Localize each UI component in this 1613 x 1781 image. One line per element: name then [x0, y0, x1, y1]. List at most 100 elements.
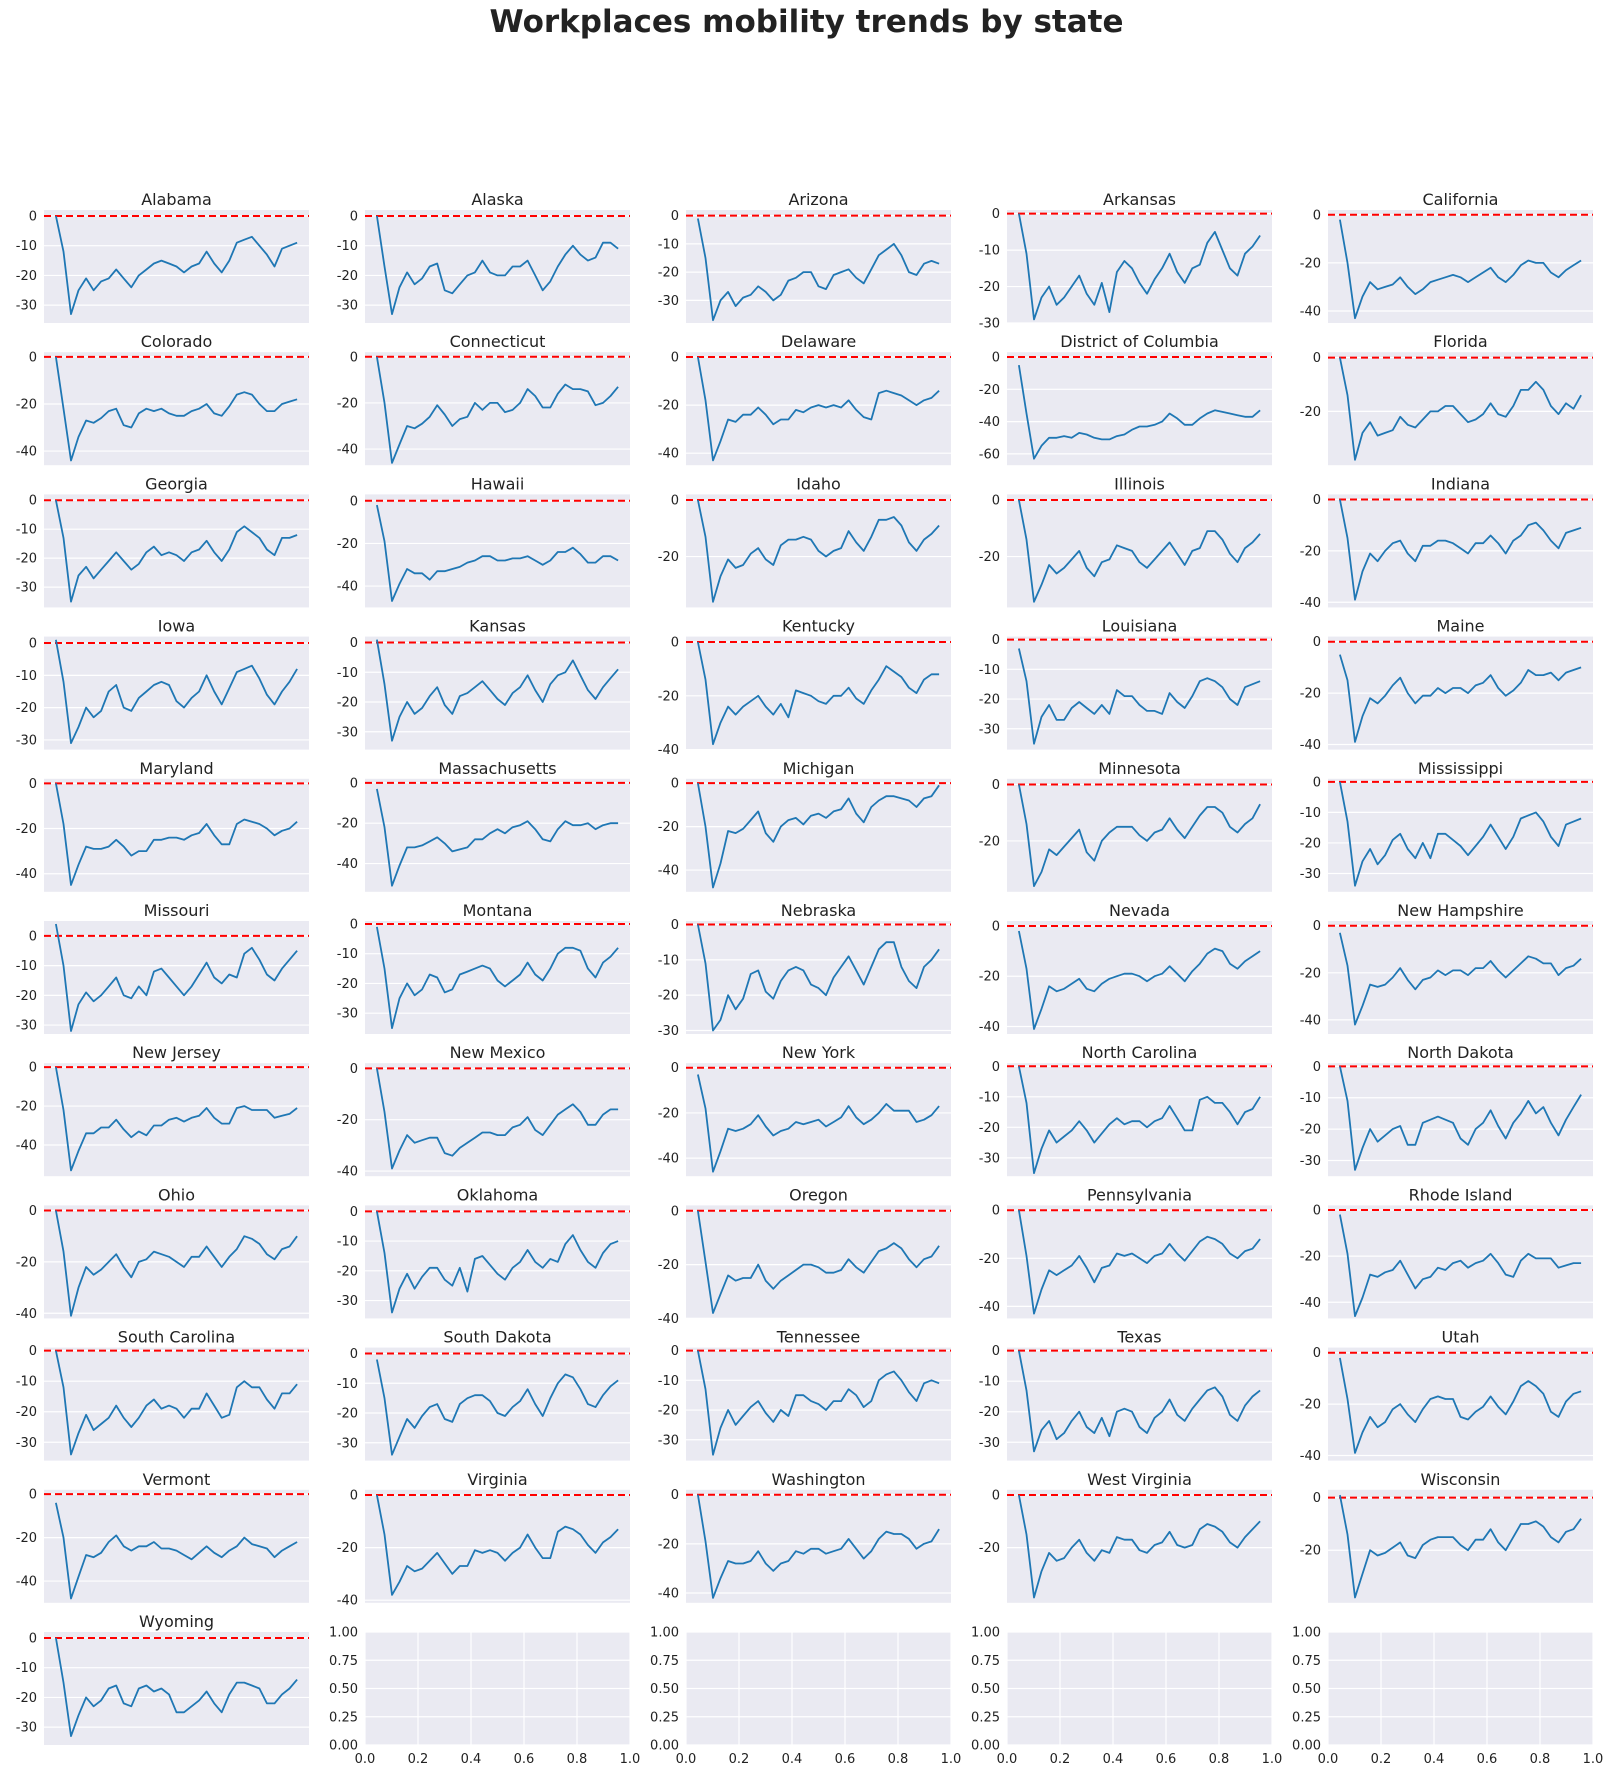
series-line — [1018, 364, 1261, 460]
y-tick-label: -40 — [658, 1586, 679, 1601]
y-tick-label: -10 — [337, 1235, 358, 1250]
panel-rhode-island: 0 -20 -40 Rhode Island — [1300, 1185, 1593, 1319]
panel-title: Utah — [1442, 1328, 1480, 1347]
y-tick-label: -30 — [16, 581, 37, 596]
panel-title: Alaska — [471, 190, 523, 209]
panel-nebraska: 0 -10 -20 -30 Nebraska — [658, 901, 951, 1039]
y-tick-label: 0 — [992, 1489, 1000, 1504]
y-tick-label: -40 — [1300, 596, 1321, 611]
y-tick-label: 0 — [671, 1061, 679, 1076]
panel-oregon: 0 -20 -40 Oregon — [658, 1185, 951, 1327]
y-tick-label: 0 — [29, 929, 37, 944]
y-tick-label: -30 — [16, 1436, 37, 1451]
panel-background — [1007, 494, 1272, 608]
y-tick-label: 0 — [671, 635, 679, 650]
panel-background — [1007, 1205, 1272, 1319]
y-tick-label: 0 — [350, 917, 358, 932]
panel-alabama: 0 -10 -20 -30 Alabama — [16, 190, 309, 323]
y-tick-label: 0 — [29, 1488, 37, 1503]
y-tick-label: -10 — [16, 1661, 37, 1676]
x-tick-label: 1.0 — [941, 1752, 962, 1767]
series-line — [376, 356, 619, 464]
series-line — [1018, 1066, 1261, 1174]
y-tick-label: 1.00 — [650, 1626, 679, 1641]
y-tick-label: -20 — [16, 269, 37, 284]
panel-background — [365, 210, 630, 323]
y-tick-label: 0.00 — [650, 1739, 679, 1754]
y-tick-label: -20 — [16, 552, 37, 567]
series-line — [376, 215, 619, 316]
y-tick-label: -20 — [658, 399, 679, 414]
y-tick-label: -20 — [16, 1531, 37, 1546]
x-tick-label: 0.8 — [888, 1752, 909, 1767]
panel-background — [1328, 921, 1593, 1034]
y-tick-label: -20 — [1300, 1544, 1321, 1559]
y-tick-label: -30 — [16, 1721, 37, 1736]
panel-idaho: 0 -20 Idaho — [658, 474, 951, 608]
y-tick-label: -20 — [1300, 1123, 1321, 1138]
panel-title: Connecticut — [450, 332, 546, 351]
y-tick-label: -20 — [1300, 966, 1321, 981]
x-tick-label: 0.2 — [1050, 1752, 1071, 1767]
series-line — [1018, 1210, 1261, 1315]
y-tick-label: -40 — [337, 1594, 358, 1609]
y-tick-label: -10 — [16, 1375, 37, 1390]
panel-background — [44, 352, 309, 466]
y-tick-label: -20 — [979, 383, 1000, 398]
empty-panel: 0.0 0.2 0.4 0.6 0.8 1.0 0.00 0.25 0.50 0.75 1.00 — [329, 1626, 640, 1768]
x-tick-label: 1.0 — [1583, 1752, 1604, 1767]
y-tick-label: 0 — [350, 494, 358, 509]
y-tick-label: -20 — [16, 1100, 37, 1115]
panel-background — [365, 636, 630, 750]
y-tick-label: -10 — [979, 663, 1000, 678]
y-tick-label: -20 — [979, 1541, 1000, 1556]
y-tick-label: -40 — [1300, 304, 1321, 319]
x-tick-label: 0.2 — [1371, 1752, 1392, 1767]
panel-background — [686, 1489, 951, 1603]
panel-background — [365, 921, 630, 1034]
y-tick-label: 0 — [992, 1344, 1000, 1359]
x-tick-label: 0.4 — [1424, 1752, 1445, 1767]
y-tick-label: 0 — [1313, 493, 1321, 508]
panel-title: Alabama — [141, 190, 212, 209]
series-line — [376, 1359, 619, 1456]
empty-panel: 0.0 0.2 0.4 0.6 0.8 1.0 0.00 0.25 0.50 0.75 1.00 — [971, 1626, 1282, 1768]
y-tick-label: 0.50 — [1292, 1682, 1321, 1697]
y-tick-label: 0 — [29, 209, 37, 224]
y-tick-label: -40 — [16, 445, 37, 460]
y-tick-label: -20 — [337, 696, 358, 711]
series-line — [697, 218, 940, 322]
series-line — [55, 215, 298, 316]
panel-background — [365, 1205, 630, 1319]
panel-louisiana: 0 -10 -20 -30 Louisiana — [979, 617, 1272, 750]
panel-background — [1328, 210, 1593, 323]
panel-missouri: 0 -10 -20 -30 Missouri — [16, 901, 309, 1034]
y-tick-label: 1.00 — [971, 1626, 1000, 1641]
panel-title: Oklahoma — [457, 1185, 538, 1204]
y-tick-label: -10 — [658, 953, 679, 968]
y-tick-label: -20 — [979, 280, 1000, 295]
panel-title: Kentucky — [782, 617, 855, 636]
y-tick-label: 0 — [992, 1204, 1000, 1219]
series-line — [55, 1637, 298, 1737]
panel-background — [365, 494, 630, 608]
y-tick-label: -10 — [16, 239, 37, 254]
y-tick-label: -30 — [337, 1436, 358, 1451]
panel-title: Virginia — [467, 1470, 527, 1489]
panel-north-dakota: 0 -10 -20 -30 North Dakota — [1300, 1043, 1593, 1177]
y-tick-label: -20 — [1300, 1398, 1321, 1413]
x-tick-label: 0.4 — [782, 1752, 803, 1767]
y-tick-label: 0 — [671, 351, 679, 366]
panel-new-jersey: 0 -20 -40 New Jersey — [16, 1043, 309, 1177]
y-tick-label: 0 — [350, 1062, 358, 1077]
y-tick-label: 0.25 — [971, 1710, 1000, 1725]
panel-title: Ohio — [158, 1185, 195, 1204]
series-line — [376, 504, 619, 602]
y-tick-label: 0 — [29, 350, 37, 365]
series-line — [376, 926, 619, 1029]
y-tick-label: -20 — [337, 1113, 358, 1128]
y-tick-label: 0 — [29, 1631, 37, 1646]
y-tick-label: -20 — [1300, 1250, 1321, 1265]
y-tick-label: -40 — [658, 864, 679, 879]
